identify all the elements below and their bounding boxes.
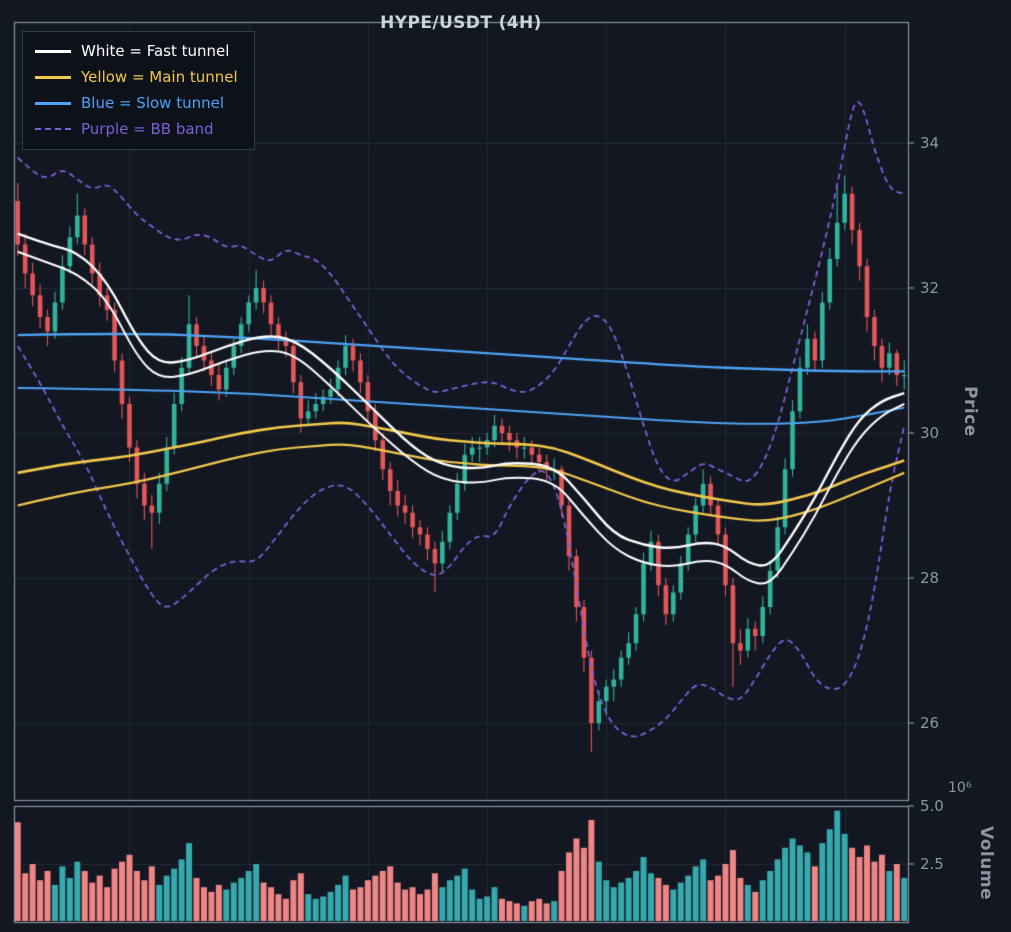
price-axis-label: Price xyxy=(960,386,980,437)
volume-tick-5: 5.0 xyxy=(920,797,944,815)
legend-label-bb-band: Purple = BB band xyxy=(81,120,214,138)
legend-item-slow-tunnel: Blue = Slow tunnel xyxy=(35,93,238,113)
chart-title: HYPE/USDT (4H) xyxy=(380,13,542,33)
legend-label-main-tunnel: Yellow = Main tunnel xyxy=(81,68,238,86)
volume-axis-label: Volume xyxy=(976,826,996,901)
legend: White = Fast tunnel Yellow = Main tunnel… xyxy=(22,31,255,150)
price-tick-34: 34 xyxy=(920,134,940,152)
legend-item-bb-band: Purple = BB band xyxy=(35,119,238,139)
price-tick-30: 30 xyxy=(920,424,940,442)
volume-tick-2.5: 2.5 xyxy=(920,855,944,873)
legend-label-slow-tunnel: Blue = Slow tunnel xyxy=(81,94,224,112)
price-tick-32: 32 xyxy=(920,279,940,297)
legend-item-fast-tunnel: White = Fast tunnel xyxy=(35,41,238,61)
legend-label-fast-tunnel: White = Fast tunnel xyxy=(81,42,230,60)
legend-item-main-tunnel: Yellow = Main tunnel xyxy=(35,67,238,87)
price-tick-26: 26 xyxy=(920,714,940,732)
volume-offset-label: 10⁶ xyxy=(948,780,972,796)
slow-tunnel-line-swatch xyxy=(35,101,71,105)
bb-band-line-swatch xyxy=(35,128,71,130)
main-tunnel-line-swatch xyxy=(35,75,71,79)
fast-tunnel-line-swatch xyxy=(35,49,71,53)
price-tick-28: 28 xyxy=(920,569,940,587)
